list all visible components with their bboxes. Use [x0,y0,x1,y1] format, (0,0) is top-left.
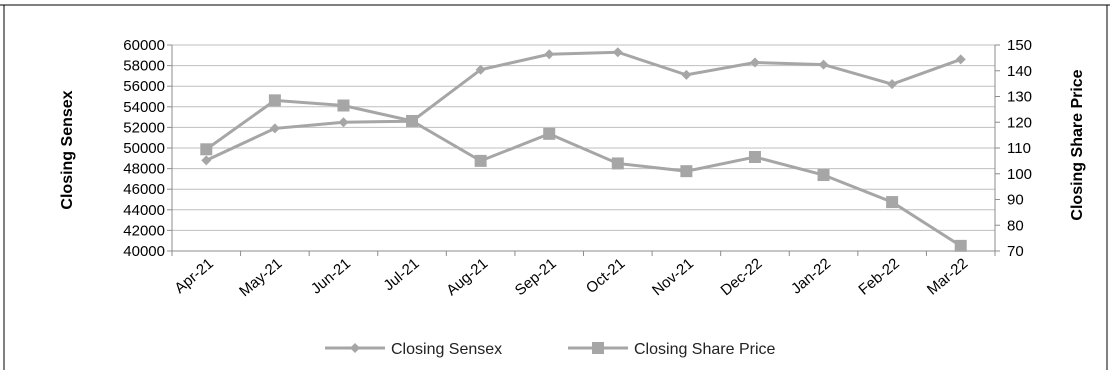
legend: Closing Sensex Closing Share Price [325,341,776,358]
data-point-square [748,151,761,164]
data-point-diamond [887,79,898,90]
chart-border [0,4,1110,370]
data-point-diamond [749,57,760,68]
data-point-diamond [338,117,349,128]
data-point-square [474,154,487,167]
series-line [205,98,962,248]
y-axis-left-title: Closing Sensex [59,90,76,209]
y-tick-label: 40000 [123,243,165,260]
series-line [205,50,962,162]
legend-label: Closing Sensex [391,341,502,358]
data-point-square [543,127,556,140]
data-point-square [337,99,350,112]
y-right-tick-label: 90 [1007,192,1024,209]
x-tick-label: Jul-21 [380,255,422,294]
data-point-diamond [475,64,486,75]
x-tick-label: Mar-22 [924,255,971,299]
legend-label: Closing Share Price [634,341,776,358]
y-right-tick-label: 120 [1007,114,1032,131]
data-point-diamond [955,54,966,65]
data-point-square [954,239,967,252]
x-tick-label: Jun-21 [308,255,354,298]
data-point-diamond [681,69,692,80]
y-tick-label: 60000 [123,37,165,54]
data-point-diamond [201,155,212,166]
x-tick-label: May-21 [236,255,285,300]
data-point-diamond [612,47,623,58]
y-tick-label: 44000 [123,202,165,219]
y-right-tick-label: 140 [1007,63,1032,80]
y-tick-label: 52000 [123,119,165,136]
legend-marker-diamond [350,343,360,353]
y-right-tick-label: 80 [1007,217,1024,234]
x-tick-label: Dec-22 [718,255,766,299]
y-right-tick-label: 130 [1007,89,1032,106]
y-right-tick-label: 70 [1007,243,1024,260]
y-tick-label: 42000 [123,222,165,239]
x-tick-label: Apr-21 [171,255,216,297]
y-right-tick-label: 110 [1007,140,1031,157]
y-axis-left-ticks: 40000 42000 44000 46000 48000 50000 52000 54000… [123,37,172,260]
data-point-square [200,143,213,156]
legend-marker-square [592,342,604,354]
x-axis-ticks: Apr-21 May-21 Jun-21 Jul-21 Aug-21 Sep-21 Oct-… [171,251,996,300]
y-tick-label: 50000 [123,140,165,157]
x-tick-label: Oct-21 [583,255,628,297]
data-point-square [817,169,830,182]
data-point-square [886,196,899,209]
y-tick-label: 54000 [123,99,165,116]
y-right-tick-label: 100 [1007,166,1032,183]
data-point-diamond [269,123,280,134]
data-point-square [268,94,281,107]
data-point-diamond [544,49,555,60]
x-tick-label: Aug-21 [443,255,491,299]
x-tick-label: Feb-22 [855,255,902,299]
y-right-tick-label: 150 [1007,37,1032,54]
y-tick-label: 56000 [123,78,165,95]
data-point-square [680,165,693,178]
x-tick-label: Nov-21 [649,255,697,299]
data-point-square [406,114,419,127]
grid-lines [172,44,995,252]
y-tick-label: 48000 [123,161,165,178]
data-point-diamond [818,59,829,70]
y-axis-right-ticks: 70 80 90 100 110 120 130 140 150 [995,37,1032,260]
x-tick-label: Jan-22 [788,255,834,298]
y-axis-right-title: Closing Share Price [1069,69,1086,220]
y-tick-label: 46000 [123,181,165,198]
data-point-square [611,157,624,170]
y-tick-label: 58000 [123,58,165,75]
x-tick-label: Sep-21 [512,255,560,299]
series-layer [200,47,967,252]
